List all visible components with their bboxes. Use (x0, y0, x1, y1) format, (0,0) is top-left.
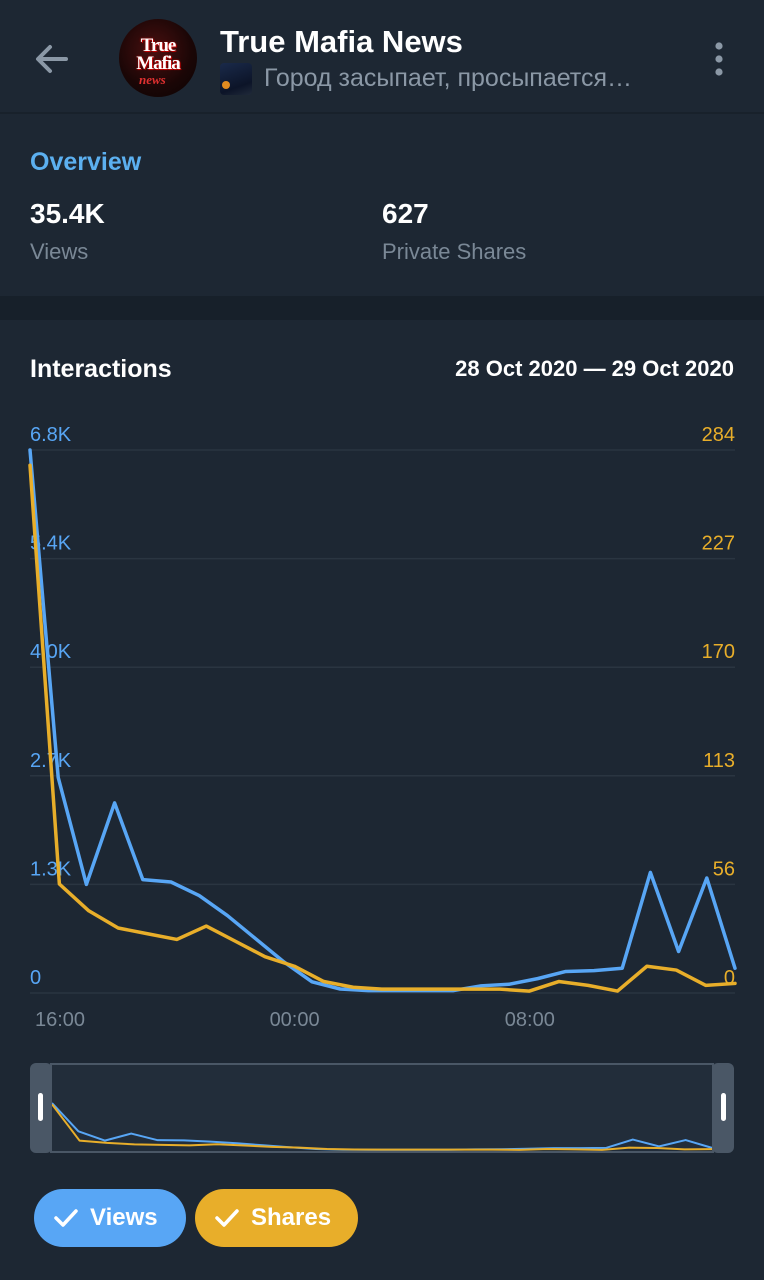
channel-title[interactable]: True Mafia News (220, 24, 463, 59)
y-left-tick-label: 5.4K (30, 533, 72, 555)
channel-avatar[interactable]: True Mafia news (119, 19, 197, 97)
y-right-tick-label: 170 (702, 641, 735, 663)
avatar-logo-line2: Mafia (136, 53, 181, 74)
private-shares-label: Private Shares (382, 239, 527, 264)
y-left-tick-label: 4.0K (30, 641, 72, 663)
series-line-views (28, 448, 737, 993)
x-tick-label: 16:00 (35, 1009, 85, 1031)
range-selector[interactable] (30, 1063, 734, 1153)
chat-header: True Mafia news True Mafia News Город за… (0, 0, 764, 114)
date-range[interactable]: 28 Oct 2020 — 29 Oct 2020 (455, 356, 734, 381)
arrow-left-icon[interactable] (30, 38, 72, 80)
y-right-tick-label: 284 (702, 424, 735, 446)
shares-chip-label: Shares (251, 1204, 332, 1231)
x-tick-label: 00:00 (270, 1009, 320, 1031)
shares-toggle-chip[interactable]: Shares (195, 1189, 358, 1247)
check-icon (54, 1209, 78, 1227)
check-icon (215, 1209, 239, 1227)
interactions-title: Interactions (30, 355, 172, 383)
overview-title: Overview (30, 148, 142, 176)
views-label: Views (30, 239, 89, 264)
range-selector-background (30, 1063, 734, 1153)
y-right-tick-label: 227 (702, 533, 735, 555)
views-chip-label: Views (90, 1204, 158, 1231)
channel-subtitle[interactable]: Город засыпает, просыпается… (264, 64, 633, 92)
views-value: 35.4K (30, 198, 105, 229)
y-left-tick-label: 0 (30, 967, 41, 989)
avatar-logo-line1: True (140, 35, 177, 56)
section-divider (0, 296, 764, 320)
x-tick-label: 08:00 (505, 1009, 555, 1031)
handle-grip-right (721, 1093, 726, 1121)
avatar-logo-line3: news (139, 72, 166, 87)
handle-grip-left (38, 1093, 43, 1121)
y-right-tick-label: 0 (724, 967, 735, 989)
private-shares-value: 627 (382, 198, 429, 229)
pinned-thumbnail (220, 63, 252, 95)
y-left-tick-label: 1.3K (30, 858, 72, 880)
views-toggle-chip[interactable]: Views (34, 1189, 186, 1247)
y-right-tick-label: 56 (713, 858, 735, 880)
overview-section (0, 114, 764, 296)
mini-series-line-shares (51, 1103, 713, 1151)
y-left-tick-label: 6.8K (30, 424, 72, 446)
more-vertical-icon[interactable] (705, 38, 733, 80)
series-line-shares (28, 463, 737, 993)
y-right-tick-label: 113 (703, 750, 735, 772)
